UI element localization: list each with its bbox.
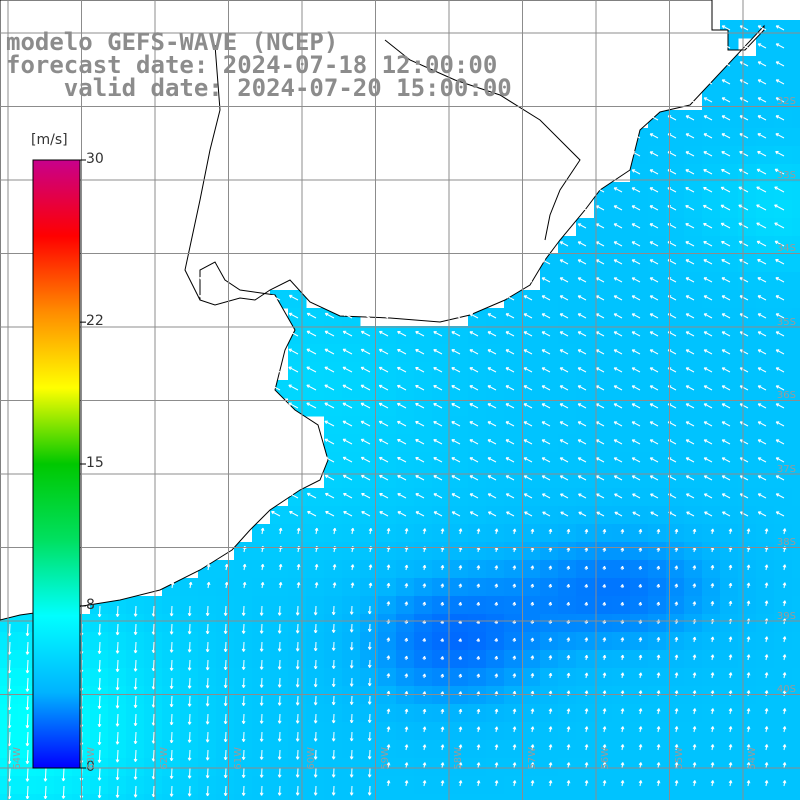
border-line bbox=[184, 44, 221, 301]
longitude-label: 57W bbox=[526, 747, 538, 770]
colorbar-tick-label: 0 bbox=[86, 759, 95, 775]
border-line bbox=[384, 39, 581, 241]
latitude-label: 36S bbox=[776, 390, 796, 401]
colorbar-tick-label: 30 bbox=[86, 151, 104, 167]
latitude-label: 34S bbox=[776, 243, 796, 254]
colorbar-unit: [m/s] bbox=[31, 132, 68, 148]
land-mass bbox=[0, 0, 765, 621]
forecast-date: forecast date: 2024-07-18 12:00:00 bbox=[6, 51, 498, 79]
latitude-label: 32S bbox=[776, 96, 796, 107]
latitude-label: 37S bbox=[776, 463, 796, 475]
longitude-label: 63W bbox=[85, 747, 97, 770]
longitude-label: 59W bbox=[379, 747, 391, 770]
colorbar-tick-label: 22 bbox=[86, 313, 104, 330]
longitude-label: 62W bbox=[159, 747, 170, 770]
longitude-label: 56W bbox=[600, 747, 611, 770]
longitude-label: 55W bbox=[673, 747, 685, 770]
valid-date: valid date: 2024-07-20 15:00:00 bbox=[6, 74, 512, 102]
latitude-label: 39S bbox=[776, 610, 796, 622]
longitude-label: 61W bbox=[232, 747, 244, 770]
colorbar-tick-label: 15 bbox=[86, 455, 104, 471]
latitude-label: 40S bbox=[776, 684, 796, 695]
colorbar bbox=[32, 159, 81, 769]
longitude-label: 60W bbox=[306, 747, 317, 770]
longitude-label: 58W bbox=[453, 747, 464, 770]
latitude-label: 33S bbox=[776, 169, 796, 181]
latitude-label: 38S bbox=[776, 537, 796, 548]
model-title: modelo GEFS-WAVE (NCEP) bbox=[6, 28, 339, 56]
longitude-label: 64W bbox=[12, 747, 23, 770]
latitude-label: 35S bbox=[776, 316, 796, 328]
longitude-label: 54W bbox=[747, 747, 758, 770]
colorbar-tick-label: 8 bbox=[86, 596, 95, 613]
